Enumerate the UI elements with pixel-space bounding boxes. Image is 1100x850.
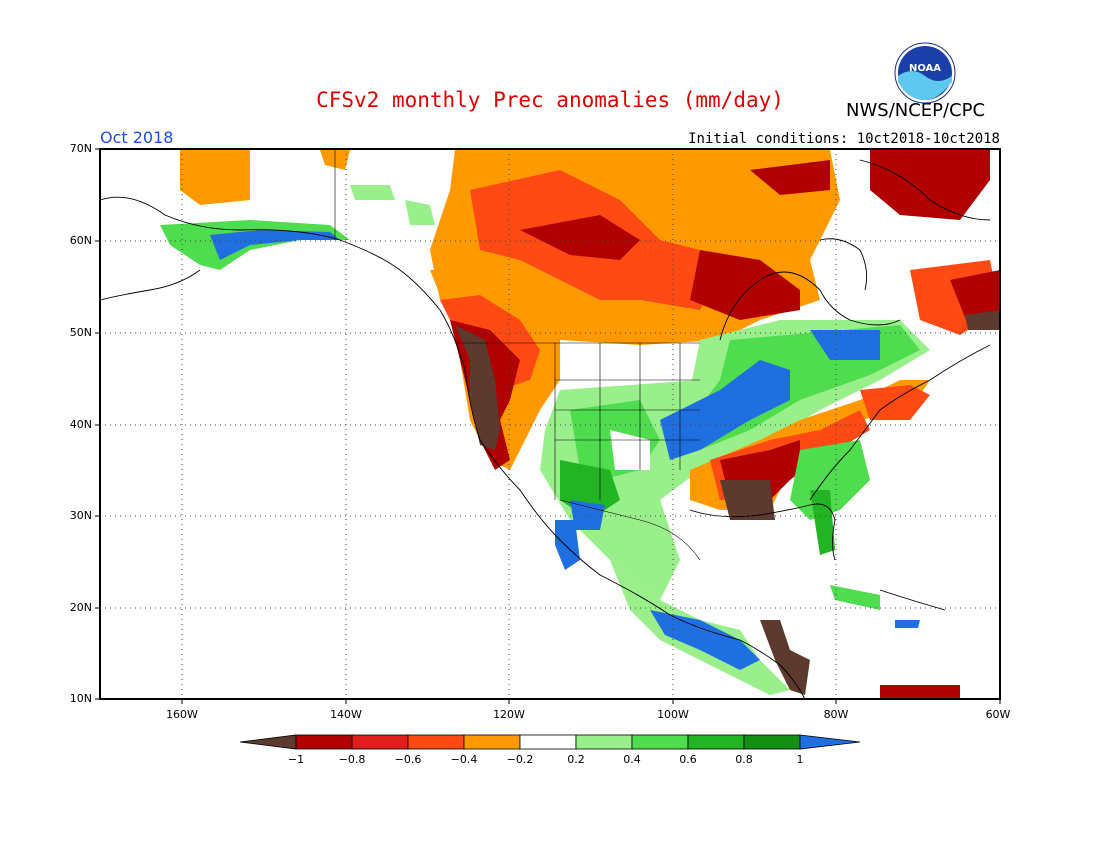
initial-conditions: Initial conditions: 10ct2018-10ct2018: [688, 131, 1000, 147]
anomaly-region: [760, 620, 810, 695]
lat-label-20n: 20N: [69, 601, 92, 614]
anomaly-region: [870, 150, 990, 220]
colorbar-swatch: [463, 734, 521, 750]
lon-label-140w: 140W: [330, 708, 362, 721]
colorbar-label: −0.6: [394, 753, 422, 766]
colorbar-label: −0.2: [506, 753, 534, 766]
noaa-logo: NOAA: [894, 42, 956, 104]
colorbar-swatch: [407, 734, 465, 750]
anomaly-region: [210, 230, 340, 260]
colorbar-swatch: [799, 734, 861, 750]
lon-label-80w: 80W: [823, 708, 849, 721]
anomaly-region: [830, 585, 880, 610]
lon-label-120w: 120W: [493, 708, 525, 721]
anomaly-region: [350, 185, 395, 200]
lon-label-60w: 60W: [985, 708, 1011, 721]
map-frame: [99, 148, 1001, 700]
map-title: CFSv2 monthly Prec anomalies (mm/day): [316, 88, 784, 112]
colorbar-label: −0.4: [450, 753, 478, 766]
lat-label-60n: 60N: [69, 234, 92, 247]
colorbar-label: 0.2: [567, 753, 585, 766]
colorbar-swatch: [519, 734, 577, 750]
lat-label-40n: 40N: [69, 418, 92, 431]
anomaly-region: [405, 200, 435, 225]
anomaly-region: [895, 620, 920, 628]
lat-label-30n: 30N: [69, 509, 92, 522]
lon-label-160w: 160W: [166, 708, 198, 721]
colorbar-label: −0.8: [338, 753, 366, 766]
anomaly-region: [180, 150, 250, 205]
coastlines: [99, 159, 991, 700]
colorbar-swatch: [687, 734, 745, 750]
lat-label-70n: 70N: [69, 142, 92, 155]
colorbar-label: 0.6: [679, 753, 697, 766]
anomaly-region: [810, 490, 835, 555]
anomaly-region: [810, 330, 880, 360]
colorbar-swatch: [575, 734, 633, 750]
anomaly-region: [860, 385, 930, 420]
anomaly-region: [160, 220, 350, 270]
anomaly-region: [555, 520, 580, 570]
anomaly-region: [455, 325, 500, 450]
agency-label: NWS/NCEP/CPC: [846, 100, 986, 121]
anomaly-region: [965, 310, 1000, 330]
axis-ticks: [95, 148, 1001, 704]
valid-period: Oct 2018: [100, 128, 174, 147]
anomaly-field: [160, 150, 1000, 699]
anomaly-region: [690, 250, 800, 320]
lat-label-10n: 10N: [69, 692, 92, 705]
colorbar-label: 0.4: [623, 753, 641, 766]
anomaly-region: [520, 215, 640, 260]
colorbar-swatch: [351, 734, 409, 750]
colorbar-swatch: [743, 734, 801, 750]
colorbar: [239, 734, 861, 750]
anomaly-region: [660, 360, 790, 460]
anomaly-region: [720, 480, 775, 520]
lat-label-50n: 50N: [69, 326, 92, 339]
colorbar-swatch: [631, 734, 689, 750]
colorbar-swatch: [295, 734, 353, 750]
lon-label-100w: 100W: [657, 708, 689, 721]
anomaly-region: [750, 160, 830, 195]
anomaly-region: [880, 685, 960, 699]
colorbar-label: 0.8: [735, 753, 753, 766]
colorbar-label: 1: [796, 753, 804, 766]
anomaly-region: [570, 500, 605, 530]
anomaly-region: [650, 610, 760, 670]
gridlines: [100, 149, 1000, 699]
colorbar-label: −1: [287, 753, 305, 766]
state-borders: [334, 150, 701, 561]
logo-text: NOAA: [909, 63, 941, 74]
colorbar-swatch: [239, 734, 297, 750]
